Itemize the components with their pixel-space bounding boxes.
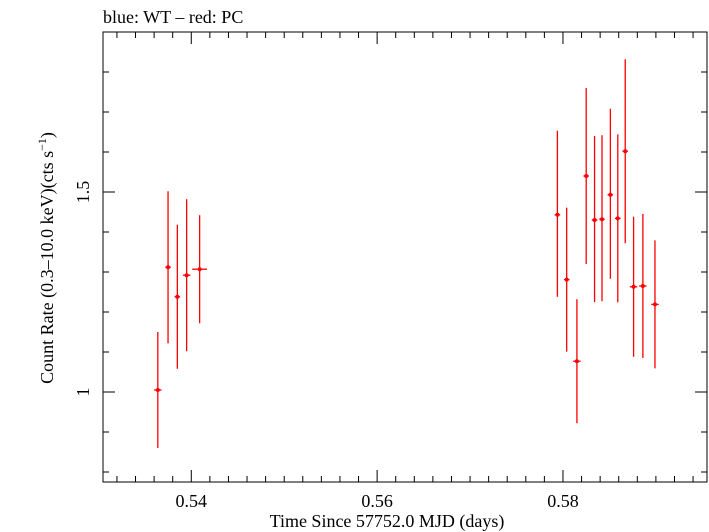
data-point bbox=[607, 108, 614, 279]
y-axis-label: Count Rate (0.3–10.0 keV)(cts s−1) bbox=[35, 132, 58, 384]
x-tick-label: 0.54 bbox=[176, 491, 208, 511]
point-marker bbox=[623, 149, 628, 154]
point-marker bbox=[584, 174, 589, 178]
data-point bbox=[154, 332, 162, 448]
data-point bbox=[192, 215, 208, 324]
data-point bbox=[651, 240, 659, 369]
x-tick-labels: 0.54 0.56 0.58 bbox=[176, 491, 579, 511]
y-tick-label: 1 bbox=[73, 388, 93, 397]
y-tick-labels: 11.5 bbox=[73, 181, 93, 397]
x-tick-label: 0.56 bbox=[361, 491, 393, 511]
point-marker bbox=[175, 294, 180, 299]
point-marker bbox=[184, 273, 189, 278]
y-tick-label: 1.5 bbox=[73, 181, 93, 204]
x-axis-label: Time Since 57752.0 MJD (days) bbox=[270, 511, 505, 532]
data-point bbox=[165, 191, 171, 344]
chart-title: blue: WT – red: PC bbox=[103, 7, 243, 27]
point-marker bbox=[631, 284, 636, 289]
data-point bbox=[599, 135, 605, 302]
point-marker bbox=[166, 265, 171, 270]
point-marker bbox=[555, 212, 560, 217]
data-series bbox=[154, 59, 659, 448]
point-marker bbox=[197, 267, 202, 272]
point-marker bbox=[608, 192, 613, 197]
point-marker bbox=[592, 218, 597, 222]
point-marker bbox=[615, 216, 620, 221]
x-tick-label: 0.58 bbox=[547, 491, 579, 511]
plot-frame bbox=[102, 31, 708, 483]
data-point bbox=[563, 207, 570, 352]
point-marker bbox=[564, 277, 569, 282]
series-pc bbox=[154, 59, 659, 448]
axis-ticks bbox=[103, 31, 707, 482]
data-point bbox=[573, 299, 581, 424]
data-point bbox=[174, 224, 181, 369]
point-marker bbox=[574, 359, 579, 364]
data-point bbox=[629, 216, 638, 357]
data-point bbox=[615, 134, 621, 303]
data-point bbox=[622, 59, 629, 244]
data-point bbox=[591, 136, 598, 302]
data-point bbox=[639, 214, 647, 358]
data-point bbox=[554, 130, 561, 297]
data-point bbox=[182, 199, 191, 352]
point-marker bbox=[599, 217, 604, 222]
point-marker bbox=[640, 284, 645, 288]
point-marker bbox=[652, 302, 657, 307]
point-marker bbox=[155, 388, 160, 392]
data-point bbox=[583, 88, 589, 264]
